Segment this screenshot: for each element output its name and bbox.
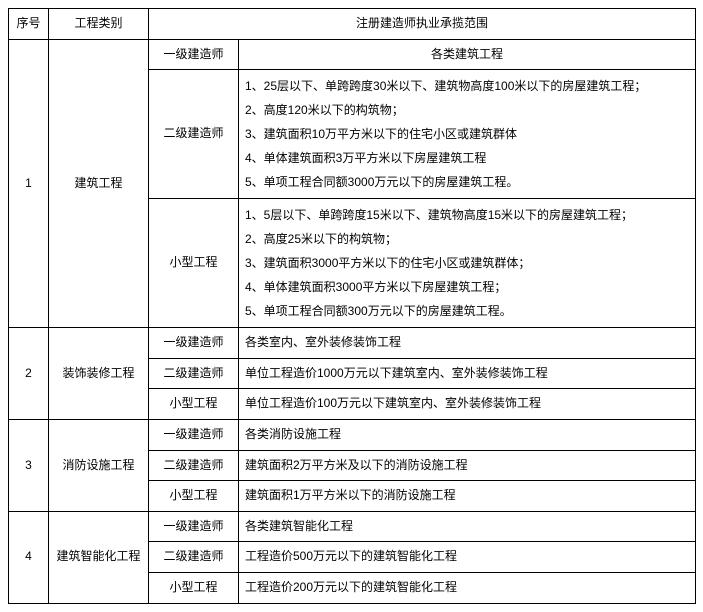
cell-scope: 单位工程造价1000万元以下建筑室内、室外装修装饰工程	[239, 358, 696, 389]
cell-level: 小型工程	[149, 199, 239, 328]
table-row: 3消防设施工程一级建造师各类消防设施工程	[9, 419, 696, 450]
scope-table: 序号 工程类别 注册建造师执业承揽范围 1建筑工程一级建造师各类建筑工程二级建造…	[8, 8, 696, 604]
cell-scope: 工程造价200万元以下的建筑智能化工程	[239, 572, 696, 603]
cell-category: 消防设施工程	[49, 419, 149, 511]
cell-level: 一级建造师	[149, 419, 239, 450]
header-category: 工程类别	[49, 9, 149, 40]
table-row: 2装饰装修工程一级建造师各类室内、室外装修装饰工程	[9, 328, 696, 359]
cell-category: 建筑工程	[49, 39, 149, 328]
cell-level: 一级建造师	[149, 328, 239, 359]
cell-level: 小型工程	[149, 572, 239, 603]
cell-seq: 1	[9, 39, 49, 328]
cell-scope: 1、5层以下、单跨跨度15米以下、建筑物高度15米以下的房屋建筑工程；2、高度2…	[239, 199, 696, 328]
cell-scope: 各类建筑工程	[239, 39, 696, 70]
cell-scope: 各类室内、室外装修装饰工程	[239, 328, 696, 359]
cell-seq: 4	[9, 511, 49, 603]
cell-scope: 单位工程造价100万元以下建筑室内、室外装修装饰工程	[239, 389, 696, 420]
cell-category: 建筑智能化工程	[49, 511, 149, 603]
cell-scope: 各类消防设施工程	[239, 419, 696, 450]
table-row: 4建筑智能化工程一级建造师各类建筑智能化工程	[9, 511, 696, 542]
cell-seq: 3	[9, 419, 49, 511]
cell-level: 二级建造师	[149, 358, 239, 389]
cell-level: 一级建造师	[149, 39, 239, 70]
cell-scope: 工程造价500万元以下的建筑智能化工程	[239, 542, 696, 573]
header-row: 序号 工程类别 注册建造师执业承揽范围	[9, 9, 696, 40]
header-scope: 注册建造师执业承揽范围	[149, 9, 696, 40]
table-body: 序号 工程类别 注册建造师执业承揽范围 1建筑工程一级建造师各类建筑工程二级建造…	[9, 9, 696, 604]
cell-scope: 建筑面积1万平方米以下的消防设施工程	[239, 481, 696, 512]
table-row: 1建筑工程一级建造师各类建筑工程	[9, 39, 696, 70]
cell-level: 一级建造师	[149, 511, 239, 542]
cell-scope: 建筑面积2万平方米及以下的消防设施工程	[239, 450, 696, 481]
cell-level: 二级建造师	[149, 542, 239, 573]
cell-level: 二级建造师	[149, 70, 239, 199]
cell-level: 小型工程	[149, 481, 239, 512]
cell-scope: 1、25层以下、单跨跨度30米以下、建筑物高度100米以下的房屋建筑工程；2、高…	[239, 70, 696, 199]
cell-scope: 各类建筑智能化工程	[239, 511, 696, 542]
cell-level: 小型工程	[149, 389, 239, 420]
cell-level: 二级建造师	[149, 450, 239, 481]
header-seq: 序号	[9, 9, 49, 40]
cell-seq: 2	[9, 328, 49, 420]
cell-category: 装饰装修工程	[49, 328, 149, 420]
